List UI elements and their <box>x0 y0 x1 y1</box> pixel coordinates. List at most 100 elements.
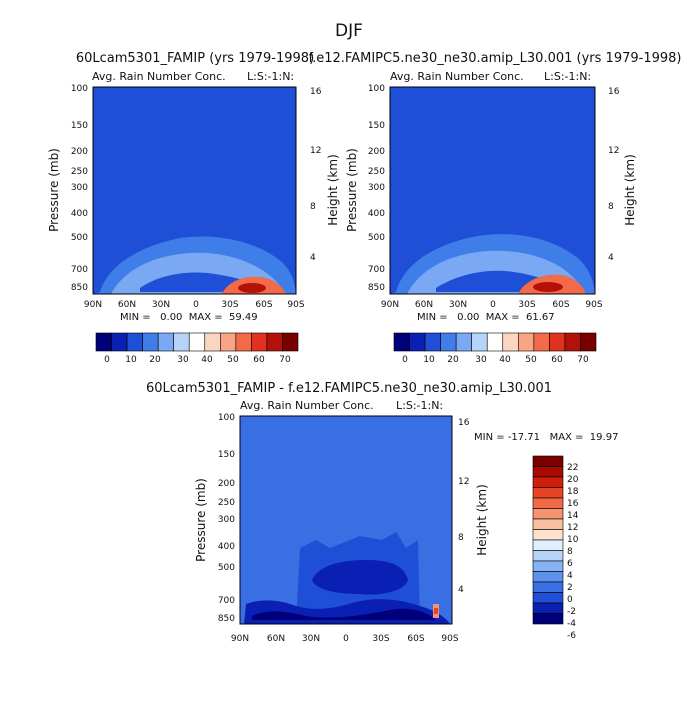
panel3-plot-title: Avg. Rain Number Conc. <box>240 399 374 412</box>
panel3-colorbar-label: 14 <box>567 511 579 521</box>
colorbar-swatch <box>282 332 299 352</box>
colorbar-swatch <box>142 332 159 352</box>
panel3-y-ticks: 100 150 200 250 300 400 500 700 850 <box>218 413 235 624</box>
colorbar-swatch <box>393 332 410 352</box>
panel3-field <box>240 416 452 624</box>
panel3-y-tick: 250 <box>218 498 235 508</box>
panel3-x-tick: 30S <box>372 634 389 644</box>
panel2-colorbar-labels: 0 10 20 30 40 50 60 70 <box>402 355 589 365</box>
colorbar-swatch <box>532 455 564 467</box>
panel2-y2label: Height (km) <box>623 154 637 225</box>
panel2-y-ticks: 100 150 200 250 300 400 500 700 850 <box>368 84 385 293</box>
panel3-x-tick: 60S <box>407 634 424 644</box>
panel3-title: 60Lcam5301_FAMIP - f.e12.FAMIPC5.ne30_ne… <box>146 381 552 396</box>
panel3-y-tick: 300 <box>218 515 235 525</box>
panel2-x-tick: 0 <box>490 300 496 310</box>
panel1-plot-title: Avg. Rain Number Conc. <box>92 70 226 83</box>
colorbar-swatch <box>532 476 564 488</box>
panel1-stats: MIN = 0.00 MAX = 59.49 <box>120 312 258 323</box>
panel2-colorbar-label: 40 <box>499 355 511 365</box>
panel1-colorbar-label: 10 <box>125 355 137 365</box>
colorbar-swatch <box>204 332 221 352</box>
panel2-y-tick: 400 <box>368 209 385 219</box>
panel1-y-tick: 400 <box>71 209 88 219</box>
panel1-y2-tick: 12 <box>310 146 321 156</box>
panel3-colorbar-label: 12 <box>567 523 578 533</box>
panel3-frame <box>239 415 453 625</box>
panel3-y-tick: 200 <box>218 479 235 489</box>
panel1-colorbar-label: 20 <box>149 355 161 365</box>
panel1-y-tick: 200 <box>71 147 88 157</box>
panel1-y-tick: 850 <box>71 283 88 293</box>
panel2-colorbar-label: 50 <box>525 355 537 365</box>
panel2-y-tick: 200 <box>368 147 385 157</box>
panel3-y-tick: 400 <box>218 542 235 552</box>
figure-title: DJF <box>335 21 363 41</box>
panel2-colorbar <box>393 332 597 352</box>
colorbar-swatch <box>532 560 564 572</box>
panel3-colorbar-label: -4 <box>567 619 576 629</box>
panel3-ylabel: Pressure (mb) <box>194 478 208 562</box>
colorbar-swatch <box>532 592 564 604</box>
colorbar-swatch <box>424 332 441 352</box>
panel3-y2-tick: 12 <box>458 477 469 487</box>
panel2-stats: MIN = 0.00 MAX = 61.67 <box>417 312 555 323</box>
panel3-plot-subtitle: L:S:-1:N: <box>396 399 443 412</box>
panel1-y-tick: 100 <box>71 84 88 94</box>
panel1-y-tick: 150 <box>71 121 88 131</box>
colorbar-swatch <box>188 332 206 352</box>
panel1-y2label: Height (km) <box>326 154 340 225</box>
panel3-colorbar-labels: 22 20 18 16 14 12 10 8 6 4 2 0 -2 -4 -6 <box>567 463 579 641</box>
panel2-x-tick: 30N <box>449 300 467 310</box>
panel2-y-tick: 850 <box>368 283 385 293</box>
panel3-y-tick: 850 <box>218 614 235 624</box>
colorbar-swatch <box>532 487 564 499</box>
colorbar-swatch <box>532 529 564 541</box>
panel2-frame <box>389 86 596 295</box>
colorbar-swatch <box>532 508 564 520</box>
panel1-title: 60Lcam5301_FAMIP (yrs 1979-1998) <box>76 51 314 66</box>
panel3-colorbar-label: -2 <box>567 607 576 617</box>
panel1-plot-subtitle: L:S:-1:N: <box>247 70 294 83</box>
panel2-y-tick: 500 <box>368 233 385 243</box>
panel1-colorbar-label: 40 <box>201 355 213 365</box>
colorbar-swatch <box>440 332 457 352</box>
panel3-stats: MIN = -17.71 MAX = 19.97 <box>474 432 618 443</box>
panel1-x-tick: 30S <box>221 300 238 310</box>
colorbar-swatch <box>532 613 564 625</box>
panel3-colorbar-label: 16 <box>567 499 579 509</box>
panel2-x-tick: 60N <box>415 300 433 310</box>
panel1-colorbar-label: 50 <box>227 355 239 365</box>
panel3-y2-tick: 16 <box>458 418 470 428</box>
panel3-x-tick: 90N <box>231 634 249 644</box>
panel3: Avg. Rain Number Conc. L:S:-1:N: 100 150… <box>194 399 618 644</box>
panel2-x-tick: 60S <box>552 300 569 310</box>
panel1-y2-tick: 16 <box>310 87 322 97</box>
colorbar-swatch <box>533 332 550 352</box>
panel1-colorbar-label: 0 <box>104 355 110 365</box>
panel1-colorbar-labels: 0 10 20 30 40 50 60 70 <box>104 355 291 365</box>
panel3-x-tick: 60N <box>267 634 285 644</box>
panel2-y-tick: 300 <box>368 183 385 193</box>
panel1-colorbar <box>95 332 299 352</box>
colorbar-swatch <box>564 332 581 352</box>
panel1-x-tick: 90S <box>287 300 304 310</box>
panel3-y-tick: 100 <box>218 413 235 423</box>
panel3-colorbar-label: 18 <box>567 487 579 497</box>
panel1-y-ticks: 100 150 200 250 300 400 500 700 850 <box>71 84 88 293</box>
panel2-plot-title: Avg. Rain Number Conc. <box>390 70 524 83</box>
panel1-y-tick: 300 <box>71 183 88 193</box>
colorbar-swatch <box>95 332 112 352</box>
panel1-colorbar-label: 30 <box>177 355 189 365</box>
colorbar-swatch <box>502 332 519 352</box>
panel2-colorbar-label: 20 <box>447 355 459 365</box>
panel3-colorbar-label: 22 <box>567 463 578 473</box>
colorbar-swatch <box>455 332 472 352</box>
panel2-x-ticks: 90N 60N 30N 0 30S 60S 90S <box>381 300 603 310</box>
colorbar-swatch <box>251 332 268 352</box>
panel1-x-tick: 0 <box>193 300 199 310</box>
colorbar-swatch <box>532 518 564 530</box>
panel3-x-tick: 30N <box>302 634 320 644</box>
panel2-y-tick: 250 <box>368 167 385 177</box>
colorbar-swatch <box>532 602 564 614</box>
